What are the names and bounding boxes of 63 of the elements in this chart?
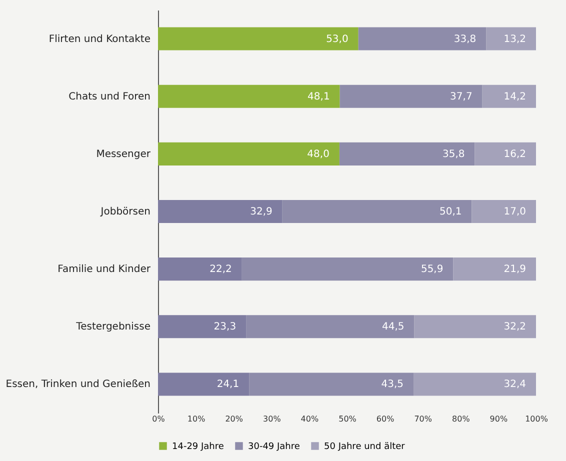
bar [249,372,414,396]
x-tick-label: 10% [187,414,206,424]
data-label: 17,0 [504,206,526,218]
x-tick-label: 80% [452,414,470,424]
y-tick-label: Familie und Kinder [58,264,152,276]
bar [486,27,536,50]
bar [246,315,414,338]
bar [158,258,242,281]
data-label: 16,2 [504,148,526,160]
x-tick-label: 0% [152,414,166,424]
x-tick-label: 40% [300,414,319,424]
data-label: 13,2 [504,34,526,45]
data-label: 14,2 [504,91,526,102]
bar [414,372,536,396]
data-label: 33,8 [454,34,476,45]
data-label: 35,8 [442,148,465,160]
x-tick-label: 90% [490,414,508,424]
x-tick-label: 20% [225,414,244,424]
bar [158,200,282,224]
data-label: 55,9 [420,264,444,276]
data-label: 32,9 [250,206,272,218]
data-label: 32,2 [504,322,526,333]
bar [158,27,358,50]
bar [242,258,454,281]
legend-label: 30-49 Jahre [248,442,300,452]
y-tick-label: Jobbörsen [100,206,150,218]
y-tick-label: Messenger [96,148,152,160]
data-label: 44,5 [382,322,404,333]
bar [453,258,536,281]
legend-label: 50 Jahre und älter [324,442,406,452]
bar [339,142,475,166]
data-label: 23,3 [214,322,236,333]
y-tick-label: Testergebnisse [75,322,150,333]
data-label: 21,9 [504,264,526,276]
bar [340,84,482,108]
x-tick-label: 30% [263,414,282,424]
legend-label: 14-29 Jahre [172,442,224,452]
data-label: 43,5 [381,379,404,390]
y-tick-label: Essen, Trinken und Genießen [6,379,150,390]
bar [158,372,250,396]
bar [158,84,340,108]
bar [482,84,536,108]
bar [414,315,536,338]
bar [158,142,340,166]
bar [474,142,536,166]
data-label: 37,7 [450,91,472,102]
x-tick-label: 70% [414,414,432,424]
data-label: 48,0 [307,148,330,160]
x-tick-label: 60% [376,414,395,424]
bar [158,315,246,338]
data-label: 53,0 [326,34,348,45]
data-label: 50,1 [439,206,462,218]
y-tick-label: Chats und Foren [68,91,150,102]
bar [472,200,536,224]
y-tick-label: Flirten und Kontakte [48,34,150,45]
data-label: 24,1 [216,379,240,390]
bar [358,27,486,50]
data-label: 22,2 [210,264,232,276]
bar [282,200,472,224]
x-tick-label: 100% [525,414,548,424]
data-label: 48,1 [308,91,330,102]
x-tick-label: 50% [338,414,357,424]
data-label: 32,4 [504,379,526,390]
